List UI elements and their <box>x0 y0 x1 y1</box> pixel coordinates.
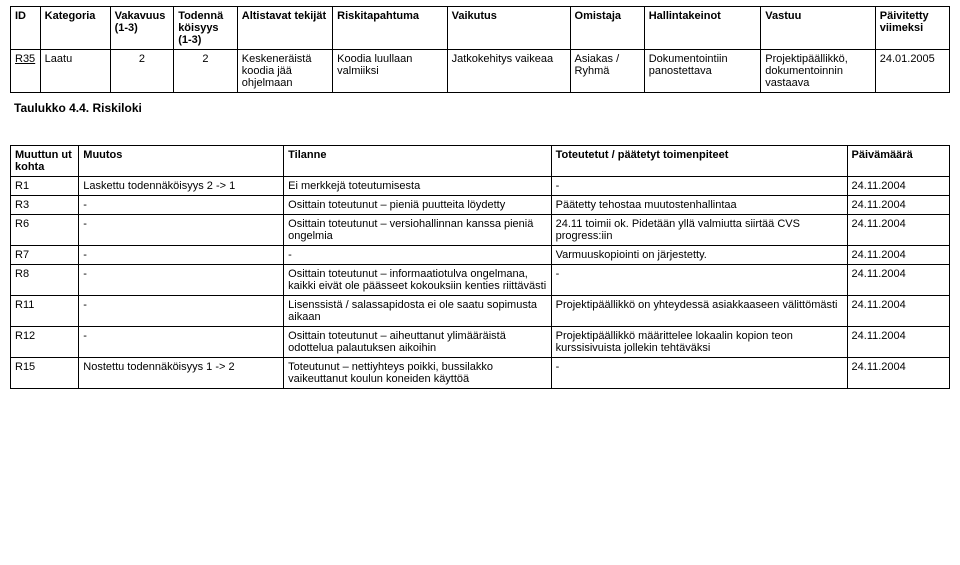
cell-c5: 24.11.2004 <box>847 296 949 327</box>
cell-c2: - <box>79 265 284 296</box>
cell-c2: - <box>79 296 284 327</box>
col-paivitetty: Päivitetty viimeksi <box>875 7 949 50</box>
table-row: R3 - Osittain toteutunut – pieniä puutte… <box>11 196 950 215</box>
cell-c1: R11 <box>11 296 79 327</box>
cell-c2: - <box>79 215 284 246</box>
cell-c5: 24.11.2004 <box>847 215 949 246</box>
cell-c1: R7 <box>11 246 79 265</box>
cell-vakavuus: 2 <box>110 50 174 93</box>
cell-c1: R8 <box>11 265 79 296</box>
table-row: R1 Laskettu todennäköisyys 2 -> 1 Ei mer… <box>11 177 950 196</box>
col-hallinta: Hallintakeinot <box>644 7 761 50</box>
col-paiva: Päivämäärä <box>847 146 949 177</box>
change-header-row: Muuttun ut kohta Muutos Tilanne Toteutet… <box>11 146 950 177</box>
risk-header-row: ID Kategoria Vakavuus (1-3) Todennä köis… <box>11 7 950 50</box>
cell-c5: 24.11.2004 <box>847 177 949 196</box>
col-vastuu: Vastuu <box>761 7 875 50</box>
cell-c3: Osittain toteutunut – informaatiotulva o… <box>284 265 551 296</box>
cell-paivitetty: 24.01.2005 <box>875 50 949 93</box>
table-row: R8 - Osittain toteutunut – informaatiotu… <box>11 265 950 296</box>
table-row: R15 Nostettu todennäköisyys 1 -> 2 Toteu… <box>11 358 950 389</box>
col-muuttun: Muuttun ut kohta <box>11 146 79 177</box>
cell-c3: Lisenssistä / salassapidosta ei ole saat… <box>284 296 551 327</box>
cell-c2: - <box>79 327 284 358</box>
cell-c3: Osittain toteutunut – pieniä puutteita l… <box>284 196 551 215</box>
col-muutos: Muutos <box>79 146 284 177</box>
cell-c2: Laskettu todennäköisyys 2 -> 1 <box>79 177 284 196</box>
cell-vastuu: Projektipäällikkö, dokumentoinnin vastaa… <box>761 50 875 93</box>
cell-c4: - <box>551 358 847 389</box>
cell-c4: Päätetty tehostaa muutostenhallintaa <box>551 196 847 215</box>
cell-c2: Nostettu todennäköisyys 1 -> 2 <box>79 358 284 389</box>
cell-c4: 24.11 toimii ok. Pidetään yllä valmiutta… <box>551 215 847 246</box>
cell-c1: R3 <box>11 196 79 215</box>
cell-c5: 24.11.2004 <box>847 265 949 296</box>
cell-riski: Koodia luullaan valmiiksi <box>333 50 447 93</box>
table-row: R7 - - Varmuuskopiointi on järjestetty. … <box>11 246 950 265</box>
col-tilanne: Tilanne <box>284 146 551 177</box>
cell-c4: Projektipäällikkö on yhteydessä asiakkaa… <box>551 296 847 327</box>
cell-c2: - <box>79 246 284 265</box>
risk-table: ID Kategoria Vakavuus (1-3) Todennä köis… <box>10 6 950 93</box>
table-row: R6 - Osittain toteutunut – versiohallinn… <box>11 215 950 246</box>
cell-c4: - <box>551 177 847 196</box>
cell-c3: - <box>284 246 551 265</box>
cell-omistaja: Asiakas / Ryhmä <box>570 50 644 93</box>
cell-c5: 24.11.2004 <box>847 246 949 265</box>
table-row: R12 - Osittain toteutunut – aiheuttanut … <box>11 327 950 358</box>
cell-c3: Toteutunut – nettiyhteys poikki, bussila… <box>284 358 551 389</box>
cell-id: R35 <box>11 50 41 93</box>
cell-c2: - <box>79 196 284 215</box>
col-vaikutus: Vaikutus <box>447 7 570 50</box>
col-todenna: Todennä köisyys (1-3) <box>174 7 238 50</box>
col-vakavuus: Vakavuus (1-3) <box>110 7 174 50</box>
cell-c3: Osittain toteutunut – aiheuttanut ylimää… <box>284 327 551 358</box>
col-id: ID <box>11 7 41 50</box>
cell-c1: R6 <box>11 215 79 246</box>
table-caption: Taulukko 4.4. Riskiloki <box>14 101 950 115</box>
cell-c4: Varmuuskopiointi on järjestetty. <box>551 246 847 265</box>
cell-altistavat: Keskeneräistä koodia jää ohjelmaan <box>237 50 332 93</box>
cell-c3: Ei merkkejä toteutumisesta <box>284 177 551 196</box>
change-tbody: R1 Laskettu todennäköisyys 2 -> 1 Ei mer… <box>11 177 950 389</box>
cell-c1: R1 <box>11 177 79 196</box>
cell-c5: 24.11.2004 <box>847 327 949 358</box>
col-toteutetut: Toteutetut / päätetyt toimenpiteet <box>551 146 847 177</box>
cell-c1: R15 <box>11 358 79 389</box>
cell-c3: Osittain toteutunut – versiohallinnan ka… <box>284 215 551 246</box>
cell-c4: Projektipäällikkö määrittelee lokaalin k… <box>551 327 847 358</box>
cell-kategoria: Laatu <box>40 50 110 93</box>
risk-row: R35 Laatu 2 2 Keskeneräistä koodia jää o… <box>11 50 950 93</box>
col-kategoria: Kategoria <box>40 7 110 50</box>
cell-c1: R12 <box>11 327 79 358</box>
col-omistaja: Omistaja <box>570 7 644 50</box>
table-row: R11 - Lisenssistä / salassapidosta ei ol… <box>11 296 950 327</box>
spacer <box>10 131 950 145</box>
cell-vaikutus: Jatkokehitys vaikeaa <box>447 50 570 93</box>
page-root: ID Kategoria Vakavuus (1-3) Todennä köis… <box>0 0 960 565</box>
col-riski: Riskitapahtuma <box>333 7 447 50</box>
cell-c5: 24.11.2004 <box>847 358 949 389</box>
cell-hallinta: Dokumentointiin panostettava <box>644 50 761 93</box>
cell-c4: - <box>551 265 847 296</box>
cell-c5: 24.11.2004 <box>847 196 949 215</box>
cell-todenna: 2 <box>174 50 238 93</box>
change-table: Muuttun ut kohta Muutos Tilanne Toteutet… <box>10 145 950 389</box>
col-altistavat: Altistavat tekijät <box>237 7 332 50</box>
